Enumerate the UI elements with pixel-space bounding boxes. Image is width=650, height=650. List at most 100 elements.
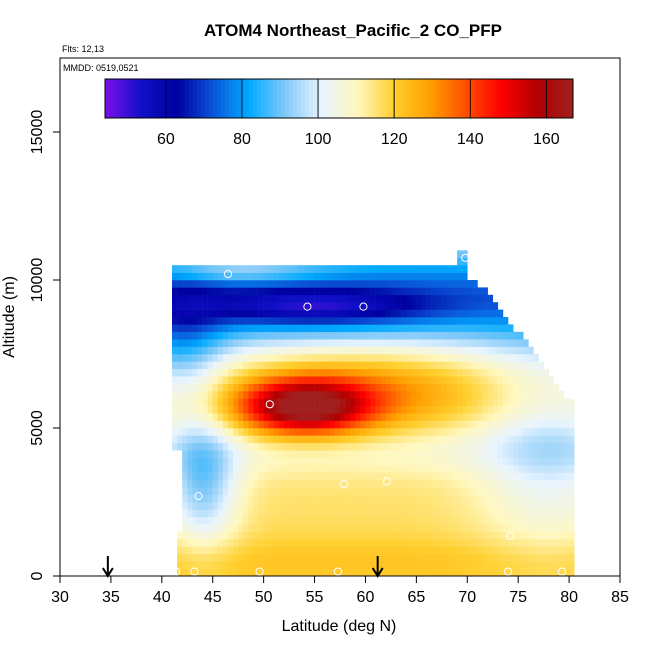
heatmap-cell <box>406 339 412 347</box>
heatmap-cell <box>380 494 387 503</box>
heatmap-cell <box>294 398 300 407</box>
heatmap-cell <box>289 339 295 347</box>
heatmap-cell <box>538 391 544 399</box>
heatmap-cell <box>238 398 244 407</box>
heatmap-cell <box>365 354 371 362</box>
heatmap-cell <box>528 391 534 399</box>
heatmap-cell <box>452 413 458 421</box>
heatmap-cell <box>324 457 331 466</box>
heatmap-cell <box>233 302 239 310</box>
heatmap-cell <box>329 502 336 510</box>
heatmap-cell <box>177 405 183 414</box>
heatmap-cell <box>564 553 570 562</box>
heatmap-cell <box>528 465 534 473</box>
heatmap-cell <box>314 294 320 303</box>
heatmap-cell <box>233 391 239 399</box>
heatmap-cell <box>508 479 514 488</box>
heatmap-cell <box>502 391 509 399</box>
heatmap-cell <box>340 546 346 555</box>
heatmap-cell <box>278 294 285 303</box>
heatmap-cell <box>396 324 402 333</box>
heatmap-cell <box>304 376 310 384</box>
heatmap-cell <box>558 531 565 540</box>
heatmap-cell <box>197 302 203 310</box>
heatmap-cell <box>355 346 361 355</box>
heatmap-cell <box>187 531 193 540</box>
colorbar-swatch <box>181 79 186 118</box>
heatmap-cell <box>187 435 193 444</box>
heatmap-cell <box>268 553 275 562</box>
heatmap-cell <box>243 428 249 436</box>
heatmap-cell <box>446 487 453 495</box>
heatmap-cell <box>243 546 249 555</box>
heatmap-cell <box>467 376 473 384</box>
heatmap-cell <box>482 413 488 421</box>
heatmap-cell <box>477 472 483 481</box>
heatmap-cell <box>375 479 382 488</box>
heatmap-cell <box>202 354 208 362</box>
heatmap-cell <box>324 294 331 303</box>
heatmap-cell <box>207 494 214 503</box>
heatmap-cell <box>340 494 346 503</box>
heatmap-cell <box>365 376 371 384</box>
heatmap-cell <box>273 317 280 325</box>
heatmap-cell <box>273 539 280 547</box>
heatmap-cell <box>222 487 229 495</box>
heatmap-cell <box>375 287 382 296</box>
heatmap-cell <box>446 361 453 370</box>
heatmap-cell <box>299 428 305 436</box>
heatmap-cell <box>492 516 499 525</box>
heatmap-cell <box>197 553 203 562</box>
heatmap-cell <box>553 502 560 510</box>
heatmap-cell <box>222 294 229 303</box>
heatmap-cell <box>533 561 539 569</box>
heatmap-cell <box>467 413 473 421</box>
heatmap-cell <box>187 568 193 577</box>
heatmap-cell <box>228 294 234 303</box>
heatmap-cell <box>299 457 305 466</box>
heatmap-cell <box>329 442 336 451</box>
heatmap-cell <box>268 420 275 429</box>
heatmap-cell <box>518 391 524 399</box>
heatmap-cell <box>497 450 504 458</box>
heatmap-cell <box>396 546 402 555</box>
heatmap-cell <box>487 479 494 488</box>
heatmap-cell <box>207 272 214 281</box>
heatmap-cell <box>278 472 285 481</box>
heatmap-cell <box>462 361 468 370</box>
heatmap-cell <box>360 272 366 281</box>
heatmap-cell <box>222 331 229 340</box>
heatmap-cell <box>401 294 407 303</box>
heatmap-cell <box>202 516 208 525</box>
heatmap-cell <box>217 553 224 562</box>
heatmap-cell <box>528 509 534 518</box>
heatmap-cell <box>258 324 264 333</box>
heatmap-cell <box>314 280 320 288</box>
heatmap-cell <box>508 568 514 577</box>
heatmap-cell <box>238 391 244 399</box>
heatmap-cell <box>324 346 331 355</box>
heatmap-cell <box>538 568 544 577</box>
heatmap-cell <box>411 479 417 488</box>
heatmap-cell <box>350 472 356 481</box>
heatmap-cell <box>202 398 208 407</box>
heatmap-cell <box>472 376 478 384</box>
heatmap-cell <box>472 280 478 288</box>
heatmap-cell <box>268 405 275 414</box>
heatmap-cell <box>238 331 244 340</box>
heatmap-cell <box>441 531 448 540</box>
heatmap-cell <box>375 546 382 555</box>
heatmap-cell <box>345 354 351 362</box>
heatmap-cell <box>375 272 382 281</box>
heatmap-cell <box>304 294 310 303</box>
heatmap-cell <box>477 376 483 384</box>
heatmap-cell <box>329 413 336 421</box>
heatmap-cell <box>278 420 285 429</box>
heatmap-cell <box>192 346 198 355</box>
x-axis: 30 35 40 45 50 55 60 65 70 75 80 85 <box>51 576 629 606</box>
heatmap-cell <box>446 368 453 377</box>
heatmap-cell <box>299 265 305 273</box>
heatmap-cell <box>370 494 376 503</box>
heatmap-cell <box>294 502 300 510</box>
heatmap-cell <box>462 331 468 340</box>
